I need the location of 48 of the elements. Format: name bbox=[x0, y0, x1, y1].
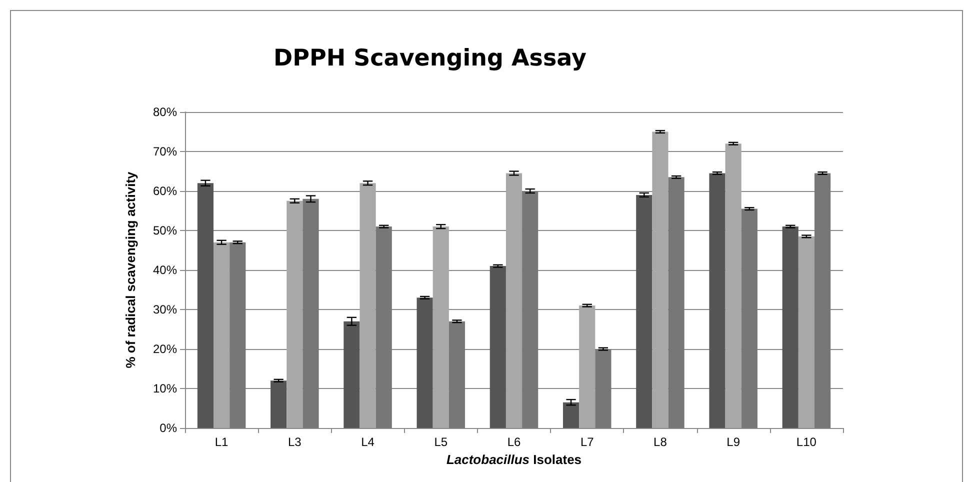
bar bbox=[490, 266, 506, 428]
bar bbox=[302, 198, 319, 428]
x-tick-label: L5 bbox=[434, 435, 448, 449]
bar bbox=[741, 208, 758, 428]
x-tick-label: L1 bbox=[214, 435, 229, 449]
bar bbox=[432, 226, 449, 428]
bar bbox=[579, 306, 596, 428]
bar bbox=[286, 200, 303, 428]
bar bbox=[709, 173, 726, 428]
y-tick-label: 10% bbox=[152, 382, 178, 396]
y-tick-label: 20% bbox=[152, 342, 178, 356]
bar bbox=[506, 173, 522, 428]
y-tick-label: 40% bbox=[152, 263, 178, 277]
bar bbox=[562, 402, 580, 428]
bar bbox=[214, 242, 230, 428]
bar bbox=[376, 226, 392, 428]
bar bbox=[344, 321, 360, 428]
bar bbox=[636, 194, 652, 428]
y-tick-label: 60% bbox=[152, 184, 178, 198]
bar bbox=[230, 242, 246, 428]
x-tick-label: L9 bbox=[726, 435, 740, 449]
bar bbox=[270, 380, 287, 428]
x-tick-label: L6 bbox=[507, 435, 521, 449]
bar bbox=[595, 349, 612, 428]
y-tick-label: 50% bbox=[152, 224, 178, 238]
bar bbox=[416, 298, 433, 428]
bar bbox=[197, 183, 214, 428]
bar bbox=[782, 226, 798, 428]
bar bbox=[522, 191, 538, 428]
x-tick-label: L3 bbox=[288, 435, 302, 449]
x-tick-label: L10 bbox=[796, 435, 817, 449]
bar bbox=[798, 236, 814, 428]
bar bbox=[360, 183, 376, 428]
y-tick-label: 80% bbox=[152, 105, 178, 119]
y-tick-label: 30% bbox=[152, 302, 178, 316]
x-tick-label: L4 bbox=[361, 435, 375, 449]
y-tick-label: 70% bbox=[152, 144, 178, 158]
x-tick-label: L7 bbox=[580, 435, 594, 449]
bar bbox=[725, 144, 742, 428]
bar bbox=[448, 321, 466, 428]
x-axis-title: Lactobacillus Isolates bbox=[446, 452, 582, 467]
y-tick-label: 0% bbox=[160, 421, 178, 435]
bar bbox=[814, 173, 831, 428]
chart-title: DPPH Scavenging Assay bbox=[274, 46, 586, 72]
x-tick-label: L8 bbox=[654, 435, 668, 449]
bar bbox=[652, 132, 668, 428]
y-axis-title: % of radical scavenging activity bbox=[123, 170, 138, 368]
bar bbox=[668, 177, 684, 428]
